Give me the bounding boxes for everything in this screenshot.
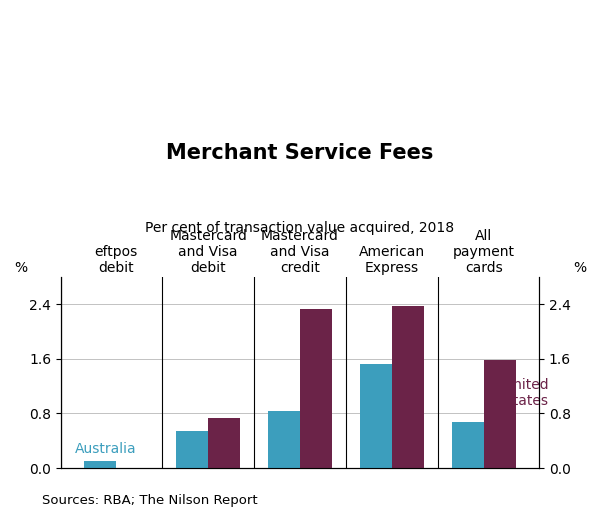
Bar [360, 365, 392, 468]
Text: Sources: RBA; The Nilson Report: Sources: RBA; The Nilson Report [42, 494, 257, 507]
Text: %: % [14, 261, 27, 275]
Bar [176, 431, 208, 468]
Text: Australia: Australia [75, 442, 136, 456]
Text: eftpos
debit: eftpos debit [95, 245, 138, 275]
Text: All
payment
cards: All payment cards [453, 229, 515, 275]
Text: American
Express: American Express [359, 245, 425, 275]
Title: Merchant Service Fees: Merchant Service Fees [166, 143, 434, 163]
Text: %: % [573, 261, 586, 275]
Text: Mastercard
and Visa
debit: Mastercard and Visa debit [169, 229, 247, 275]
Text: Per cent of transaction value acquired, 2018: Per cent of transaction value acquired, … [145, 221, 455, 235]
Bar [268, 412, 300, 468]
Bar [300, 309, 332, 468]
Bar [392, 306, 424, 468]
Bar [484, 360, 516, 468]
Bar [452, 422, 484, 468]
Text: Mastercard
and Visa
credit: Mastercard and Visa credit [261, 229, 339, 275]
Text: United
States: United States [504, 378, 550, 408]
Bar [84, 460, 116, 468]
Bar [208, 418, 240, 468]
